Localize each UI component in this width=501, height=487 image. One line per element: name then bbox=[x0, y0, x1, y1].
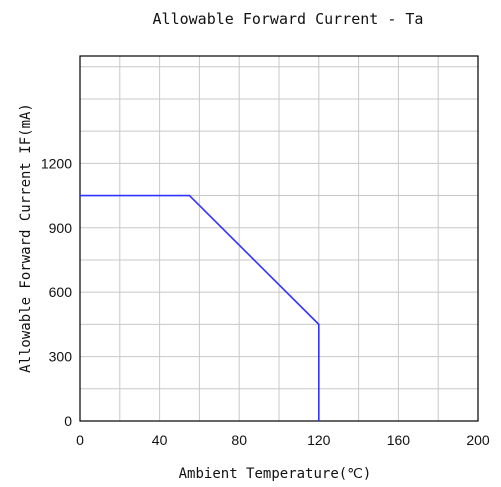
chart-title: Allowable Forward Current - Ta bbox=[153, 10, 424, 28]
y-tick-label-4: 1200 bbox=[41, 155, 72, 171]
plot-frame bbox=[79, 55, 479, 422]
x-tick-label-3: 120 bbox=[307, 432, 331, 448]
x-tick-label-2: 80 bbox=[231, 432, 247, 448]
x-tick-labels: 0 40 80 120 160 200 bbox=[76, 432, 490, 448]
series-line-0 bbox=[80, 194, 320, 421]
y-tick-label-0: 0 bbox=[64, 413, 72, 429]
y-tick-label-3: 900 bbox=[49, 220, 73, 236]
y-tick-labels: 0 300 600 900 1200 bbox=[41, 155, 72, 429]
y-tick-label-2: 600 bbox=[49, 284, 73, 300]
x-tick-label-0: 0 bbox=[76, 432, 84, 448]
x-tick-label-4: 160 bbox=[387, 432, 411, 448]
grid bbox=[80, 56, 478, 421]
x-tick-label-5: 200 bbox=[466, 432, 490, 448]
series-group bbox=[80, 194, 320, 421]
y-tick-label-1: 300 bbox=[49, 349, 73, 365]
x-tick-label-1: 40 bbox=[152, 432, 168, 448]
x-axis-label: Ambient Temperature(℃) bbox=[179, 466, 372, 482]
y-axis-label: Allowable Forward Current IF(mA) bbox=[18, 103, 34, 373]
